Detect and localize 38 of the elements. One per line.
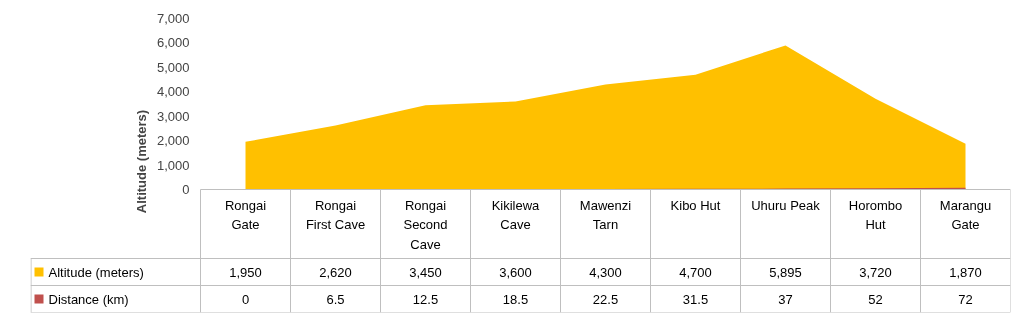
data-label: 72 — [958, 291, 973, 307]
x-tick-label: Rongai Gate — [224, 197, 267, 232]
x-tick-label: Horombo Hut — [848, 197, 903, 232]
y-tick-label: 1,000 — [156, 157, 190, 173]
data-label: 37 — [778, 291, 793, 307]
y-tick-label: 3,000 — [156, 108, 190, 124]
data-label: 5,895 — [769, 264, 802, 280]
y-tick-label: 2,000 — [156, 133, 190, 149]
x-tick-label: Rongai Second Cave — [403, 197, 448, 252]
y-tick-label: 6,000 — [156, 35, 190, 51]
data-label: 4,700 — [679, 264, 712, 280]
x-tick-label: Kikilewa Cave — [491, 197, 541, 232]
data-label: 18.5 — [502, 291, 529, 307]
data-label: 31.5 — [682, 291, 709, 307]
y-tick-label: 4,000 — [156, 84, 190, 100]
data-label: 3,600 — [499, 264, 532, 280]
data-label: 1,870 — [949, 264, 982, 280]
y-tick-label: 5,000 — [156, 59, 190, 75]
legend-label: Distance (km) — [48, 291, 129, 307]
x-tick-label: Uhuru Peak — [751, 197, 821, 213]
data-label: 6.5 — [326, 291, 345, 307]
data-label: 0 — [241, 291, 250, 307]
x-tick-label: Kibo Hut — [670, 197, 721, 213]
legend-label: Altitude (meters) — [48, 264, 144, 280]
data-label: 2,620 — [319, 264, 352, 280]
x-tick-label: Marangu Gate — [939, 197, 992, 232]
y-tick-label: 0 — [182, 182, 190, 197]
data-label: 22.5 — [592, 291, 619, 307]
data-label: 4,300 — [589, 264, 622, 280]
data-label: 12.5 — [412, 291, 439, 307]
data-label: 3,720 — [859, 264, 892, 280]
y-tick-label: 7,000 — [156, 11, 190, 26]
y-axis-title: Altitude (meters) — [133, 109, 149, 214]
data-label: 52 — [868, 291, 883, 307]
x-tick-label: Rongai First Cave — [305, 197, 366, 232]
x-tick-label: Mawenzi Tarn — [579, 197, 632, 232]
data-label: 3,450 — [409, 264, 442, 280]
data-label: 1,950 — [229, 264, 262, 280]
